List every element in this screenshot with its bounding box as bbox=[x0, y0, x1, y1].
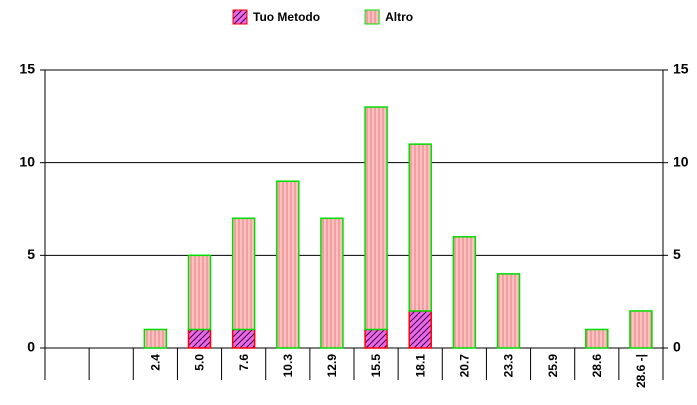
x-tick-label: 18.1 bbox=[413, 354, 427, 378]
y-tick-label: 15 bbox=[19, 61, 35, 77]
legend-swatch bbox=[232, 9, 248, 25]
y2-tick-label: 0 bbox=[673, 339, 681, 355]
y-tick-label: 0 bbox=[27, 339, 35, 355]
bar-segment bbox=[364, 328, 388, 349]
bar-segment bbox=[629, 310, 653, 349]
x-tick-label: 28.6 bbox=[590, 354, 604, 378]
x-tick-label: 2.4 bbox=[149, 354, 163, 371]
bar-segment bbox=[143, 328, 168, 349]
bar-segment bbox=[585, 328, 609, 349]
y-tick-label: 5 bbox=[27, 246, 35, 262]
legend-label: Altro bbox=[385, 10, 413, 24]
bar-segment bbox=[408, 143, 432, 312]
y2-tick-label: 15 bbox=[673, 61, 689, 77]
x-tick-label: 5.0 bbox=[193, 354, 207, 371]
bar-segment bbox=[276, 180, 300, 349]
x-tick-label: 7.6 bbox=[237, 354, 251, 371]
bar-segment bbox=[187, 328, 212, 349]
bar-segment bbox=[231, 328, 256, 349]
legend-swatch bbox=[364, 9, 380, 25]
x-tick-label: 23.3 bbox=[502, 354, 516, 378]
y-tick-label: 10 bbox=[19, 153, 35, 169]
x-tick-label: 20.7 bbox=[458, 354, 472, 378]
x-tick-label: 10.3 bbox=[281, 354, 295, 378]
bar-segment bbox=[408, 310, 432, 349]
bar-segment bbox=[364, 106, 388, 331]
bar-segment bbox=[496, 273, 521, 349]
x-tick-label: 28.6 -| bbox=[634, 354, 648, 388]
bar-segment bbox=[231, 217, 256, 331]
legend-label: Tuo Metodo bbox=[253, 10, 320, 24]
bar-segment bbox=[452, 236, 477, 349]
y2-tick-label: 10 bbox=[673, 153, 689, 169]
y2-tick-label: 5 bbox=[673, 246, 681, 262]
x-tick-label: 25.9 bbox=[546, 354, 560, 378]
bar-segment bbox=[187, 254, 212, 331]
bar-segment bbox=[320, 217, 344, 349]
x-tick-label: 15.5 bbox=[369, 354, 383, 378]
x-tick-label: 12.9 bbox=[325, 354, 339, 378]
